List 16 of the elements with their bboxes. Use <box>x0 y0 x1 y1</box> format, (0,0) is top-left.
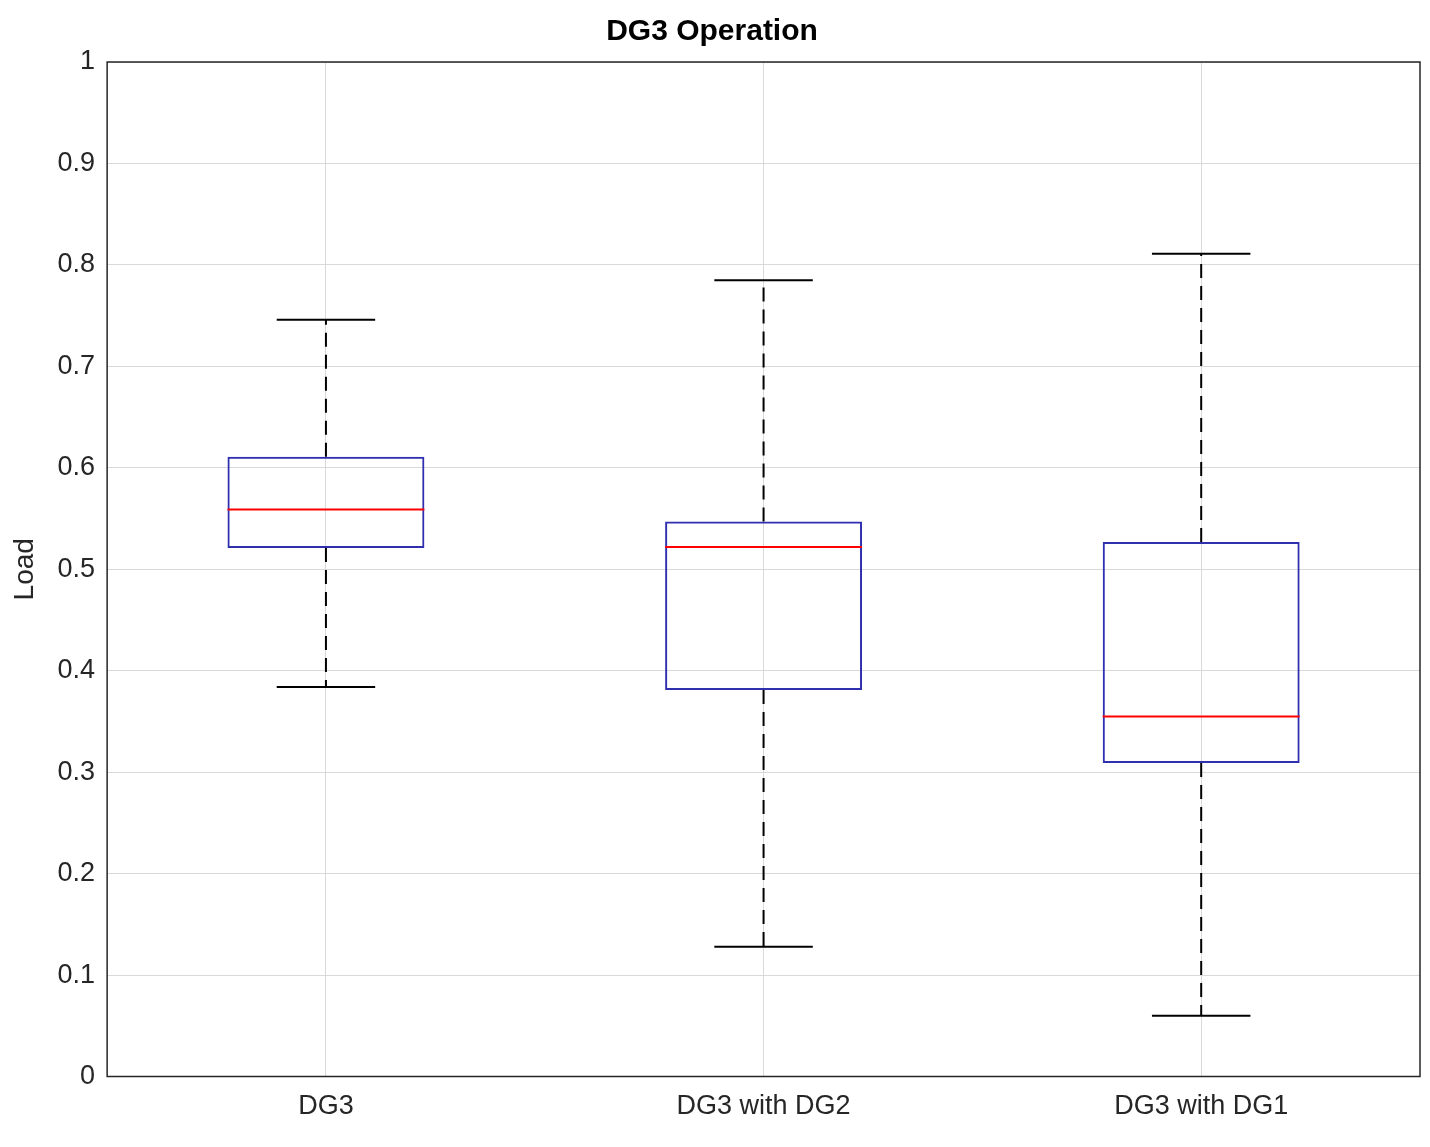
y-tick-label: 0.2 <box>57 857 96 888</box>
x-tick-label: DG3 <box>298 1090 354 1121</box>
chart-title: DG3 Operation <box>606 13 818 47</box>
y-tick-label: 0.6 <box>57 451 96 482</box>
y-tick-label: 0.5 <box>57 552 96 583</box>
y-tick-label: 0.1 <box>57 958 96 989</box>
y-tick-label: 0.8 <box>57 248 96 279</box>
y-axis-title: Load <box>7 538 39 601</box>
y-tick-label: 1 <box>80 45 96 76</box>
y-tick-label: 0.4 <box>57 654 96 685</box>
x-tick-label: DG3 with DG2 <box>676 1090 851 1121</box>
x-tick-label: DG3 with DG1 <box>1114 1090 1289 1121</box>
y-tick-label: 0 <box>80 1060 96 1091</box>
y-tick-label: 0.3 <box>57 755 96 786</box>
y-tick-label: 0.9 <box>57 146 96 177</box>
y-tick-label: 0.7 <box>57 349 96 380</box>
